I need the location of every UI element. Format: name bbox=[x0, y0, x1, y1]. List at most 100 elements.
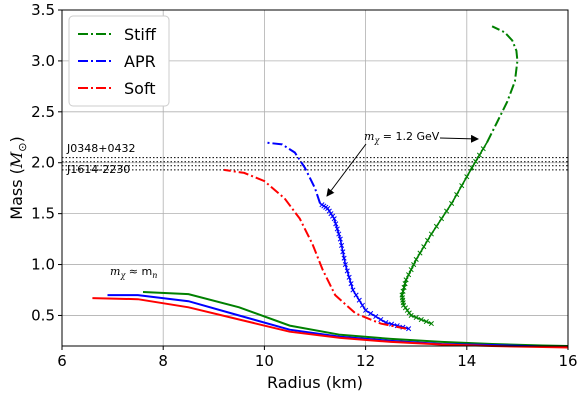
series-stiff-marker bbox=[428, 231, 434, 237]
series-apr-marker bbox=[373, 313, 379, 320]
series-stiff-marker bbox=[469, 165, 475, 171]
y-tick-label: 2.5 bbox=[31, 103, 55, 121]
series-stiff-marker bbox=[400, 288, 406, 294]
annotation-approx-m: m bbox=[110, 265, 120, 278]
series-stiff-marker bbox=[411, 261, 417, 268]
x-tick-label: 10 bbox=[255, 352, 274, 370]
series-apr-marker bbox=[344, 268, 350, 274]
y-tick-label: 1.5 bbox=[31, 205, 55, 223]
series-apr-marker bbox=[328, 211, 334, 217]
x-tick-label: 6 bbox=[57, 352, 67, 370]
y-axis-label-text: Mass ( bbox=[7, 168, 26, 220]
series-apr-marker bbox=[346, 274, 352, 280]
ref-label-j1614: J1614-2230 bbox=[66, 163, 130, 176]
annotation-approx-chi: χ bbox=[119, 271, 126, 280]
annotation-approx-n: n bbox=[152, 271, 157, 280]
legend-box bbox=[68, 15, 170, 107]
series-apr-marker bbox=[359, 302, 365, 308]
series-apr-marker bbox=[378, 316, 384, 323]
series-stiff-marker bbox=[476, 152, 483, 158]
y-axis-label-symbol: M bbox=[7, 151, 26, 169]
x-tick-label: 8 bbox=[158, 352, 168, 370]
series-apr-marker bbox=[340, 249, 346, 255]
series-stiff-marker bbox=[459, 183, 465, 189]
annotation-dm-m: m bbox=[364, 130, 374, 143]
series-apr-marker bbox=[330, 213, 336, 219]
y-axis-label-sub: ⊙ bbox=[16, 143, 29, 152]
y-tick-label: 1.0 bbox=[31, 256, 55, 274]
series-apr-marker bbox=[363, 307, 369, 313]
y-tick-label: 2.0 bbox=[31, 154, 55, 172]
ref-label-j0348: J0348+0432 bbox=[66, 142, 135, 155]
series-stiff-marker bbox=[473, 158, 479, 165]
annotation-dm-mass: mχ = 1.2 GeV bbox=[364, 130, 440, 145]
series-apr-marker bbox=[356, 297, 362, 303]
arrow-to-stiff bbox=[439, 134, 479, 143]
annotation-dm-chi: χ bbox=[373, 136, 380, 145]
series-apr-marker bbox=[326, 208, 332, 214]
annotation-approx-mid: ≈ m bbox=[125, 265, 152, 278]
y-tick-label: 3.0 bbox=[31, 52, 55, 70]
annotation-dm-value: = 1.2 GeV bbox=[379, 130, 439, 143]
series-stiff-marker bbox=[421, 244, 427, 250]
series-stiff-marker bbox=[464, 174, 470, 180]
series-apr-marker bbox=[334, 226, 340, 232]
series-stiff-marker bbox=[402, 281, 408, 287]
series-apr-marker bbox=[406, 326, 412, 332]
series-stiff-marker bbox=[433, 223, 439, 229]
series-apr-marker bbox=[353, 292, 359, 298]
x-tick-label: 12 bbox=[356, 352, 375, 370]
arrow-to-apr bbox=[326, 143, 367, 197]
legend-label-stiff: Stiff bbox=[124, 25, 157, 44]
y-tick-label: 3.5 bbox=[31, 1, 55, 19]
series-apr-marker bbox=[348, 281, 354, 287]
series-soft-line bbox=[92, 297, 569, 349]
series-apr-marker bbox=[331, 216, 337, 222]
series-stiff-marker bbox=[423, 319, 429, 325]
y-axis-label-close: ) bbox=[7, 136, 26, 142]
series-apr-marker bbox=[342, 261, 348, 268]
series-stiff-marker bbox=[413, 256, 419, 263]
series-apr-marker bbox=[350, 287, 356, 293]
series-stiff-dashdot bbox=[486, 25, 519, 143]
series-stiff-marker bbox=[444, 208, 450, 214]
legend: Stiff APR Soft bbox=[68, 15, 170, 107]
series-apr-marker bbox=[339, 242, 345, 249]
series-stiff-marker bbox=[413, 314, 419, 321]
y-tick-label: 0.5 bbox=[31, 306, 55, 324]
series-stiff-marker bbox=[401, 284, 407, 291]
x-axis-label: Radius (km) bbox=[267, 373, 363, 392]
series-stiff-marker bbox=[408, 267, 414, 273]
series-apr-marker bbox=[319, 202, 325, 208]
series-stiff-marker bbox=[425, 237, 431, 243]
series-stiff-marker bbox=[399, 292, 405, 298]
series-apr-marker bbox=[337, 236, 343, 242]
ticks: 6 8 10 12 14 16 0.5 1.0 1.5 2.0 2.5 3.0 3.5 bbox=[31, 1, 577, 370]
series-stiff-marker bbox=[406, 272, 412, 278]
x-tick-label: 14 bbox=[457, 352, 476, 370]
series-stiff-marker bbox=[480, 146, 486, 152]
series-stiff-marker bbox=[438, 216, 445, 222]
series-stiff-marker bbox=[449, 200, 455, 207]
legend-label-soft: Soft bbox=[124, 79, 156, 98]
series-stiff-marker bbox=[454, 191, 460, 198]
series-apr-marker bbox=[333, 221, 339, 227]
series-apr-marker bbox=[336, 231, 342, 237]
series-apr-line bbox=[107, 294, 569, 348]
series-soft-dashdot bbox=[223, 168, 407, 330]
plot-frame bbox=[61, 9, 569, 347]
series-stiff-marker bbox=[428, 321, 434, 327]
series-apr-dashdot bbox=[264, 141, 322, 204]
series-stiff-marker bbox=[403, 277, 409, 283]
reference-lines bbox=[62, 157, 568, 171]
series-apr-marker bbox=[368, 310, 374, 316]
y-axis-label: Mass (M⊙) bbox=[7, 136, 29, 219]
series-apr-marker bbox=[341, 255, 347, 261]
series-stiff-marker bbox=[417, 250, 423, 256]
series-apr-dm-branch bbox=[319, 202, 409, 330]
x-tick-label: 16 bbox=[558, 352, 577, 370]
annotation-arrows bbox=[326, 134, 479, 197]
series-stiff-marker bbox=[418, 316, 424, 323]
